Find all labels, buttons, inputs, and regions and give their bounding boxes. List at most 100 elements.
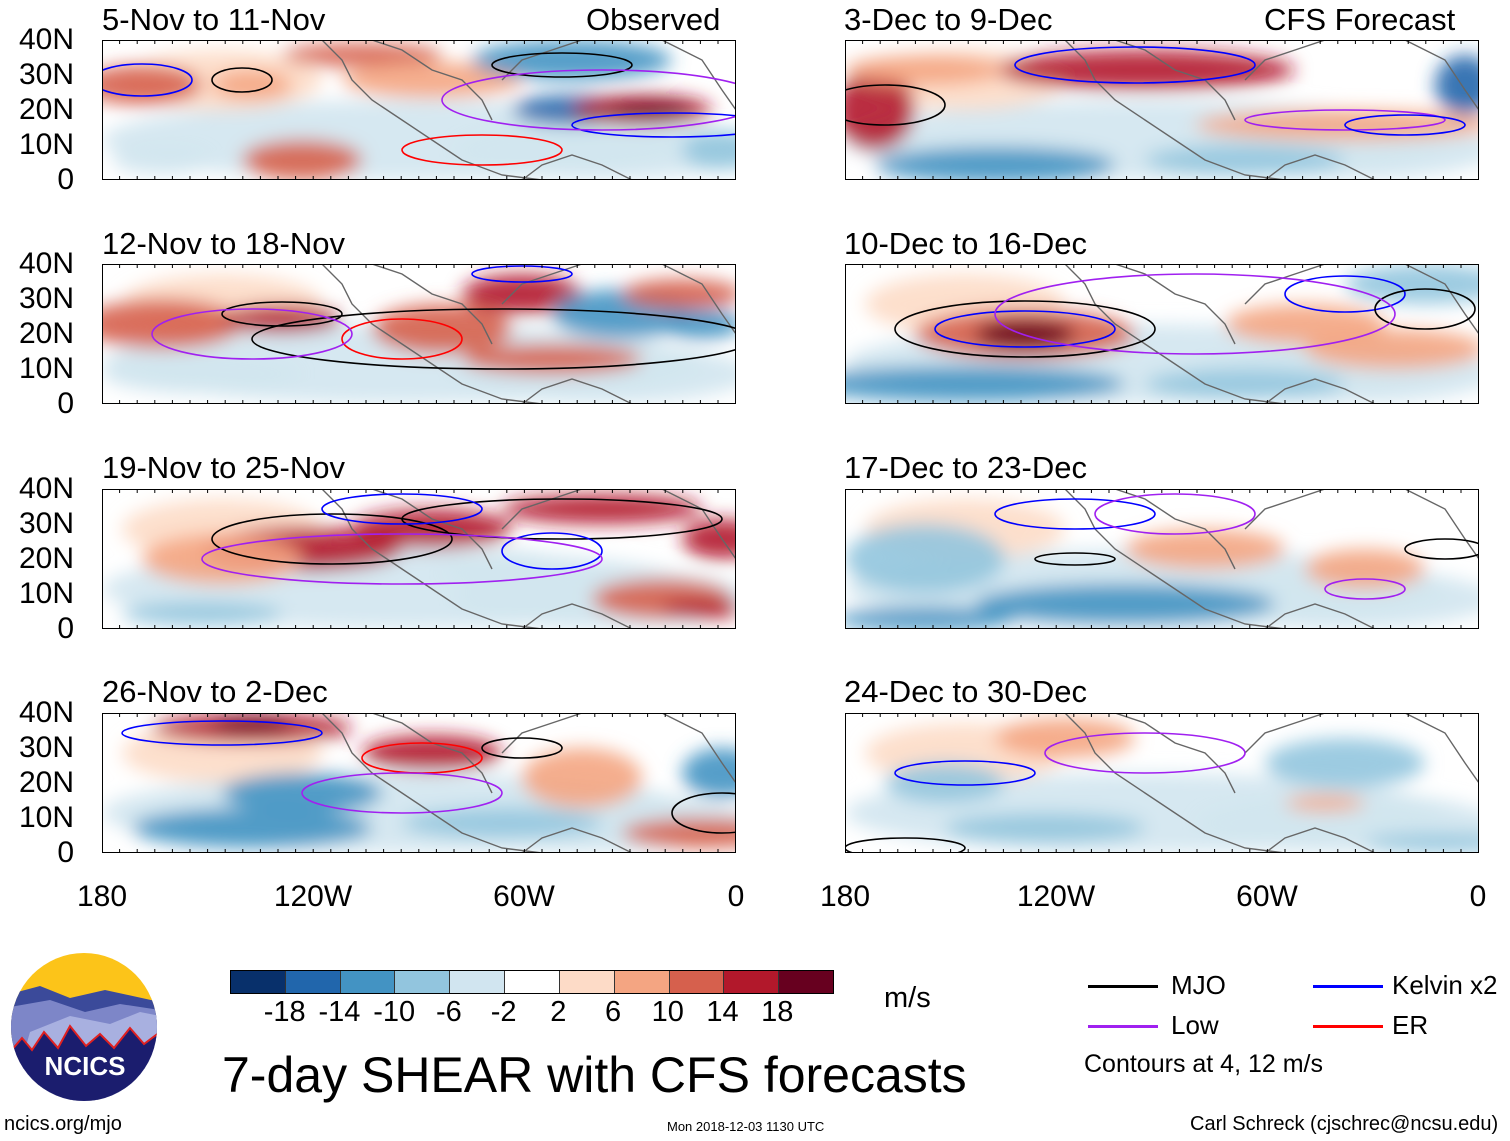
svg-text:NCICS: NCICS [45, 1051, 126, 1081]
contour-line [471, 265, 573, 283]
colorbar-label: -6 [436, 996, 462, 1028]
x-tick-label: 60W [493, 880, 555, 913]
contour-line [151, 308, 353, 360]
shear-anomaly-region [112, 145, 212, 175]
contour-line [201, 533, 603, 585]
contour-line [671, 792, 736, 834]
y-tick-label: 30N [18, 58, 74, 91]
shear-anomaly-region [682, 519, 736, 559]
y-tick-label: 20N [18, 317, 74, 350]
x-tick-label: 120W [1016, 880, 1096, 913]
panel-title: 3-Dec to 9-Dec [844, 2, 1053, 37]
coastline [321, 713, 736, 853]
map-panel-8 [845, 713, 1479, 853]
panel-title: 24-Dec to 30-Dec [844, 674, 1087, 709]
panel-title: 10-Dec to 16-Dec [844, 226, 1087, 261]
panel-title: 12-Nov to 18-Nov [102, 226, 345, 261]
contour-line [401, 498, 723, 540]
coastline [1064, 713, 1479, 853]
shear-anomaly-region [1195, 569, 1479, 629]
shear-anomaly-region [142, 534, 302, 584]
x-tick-label: 180 [819, 880, 871, 913]
legend-label-er: ER [1392, 1010, 1429, 1040]
colorbar-swatch [231, 971, 286, 993]
coastline [321, 264, 736, 404]
shear-anomaly-region [682, 130, 736, 170]
y-tick-label: 0 [57, 163, 74, 196]
contour-line [894, 760, 1036, 786]
footer-timestamp: Mon 2018-12-03 1130 UTC [667, 1119, 825, 1134]
colorbar-swatch [450, 971, 506, 993]
shear-anomaly-region [402, 808, 602, 838]
shear-anomaly-region [452, 120, 736, 180]
map-panel-4 [102, 713, 736, 853]
panel-title: 26-Nov to 2-Dec [102, 674, 328, 709]
map-panel-2 [102, 264, 736, 404]
shear-anomaly-region [502, 494, 702, 524]
contour-line [894, 300, 1156, 358]
y-tick-label: 40N [18, 247, 74, 280]
shear-anomaly-region [212, 717, 292, 733]
legend-label-low: Low [1171, 1010, 1219, 1040]
shear-anomaly-region [1285, 795, 1365, 811]
shear-anomaly-region [1145, 145, 1345, 175]
shear-anomaly-region [522, 748, 642, 808]
shear-anomaly-region [845, 70, 915, 150]
shear-anomaly-region [845, 366, 1125, 402]
shear-anomaly-region [132, 808, 372, 848]
contour-line [251, 308, 736, 370]
coastline [1064, 489, 1479, 629]
y-tick-label: 10N [18, 128, 74, 161]
legend-swatch-low [1088, 1025, 1158, 1028]
y-tick-label: 40N [18, 472, 74, 505]
contour-line [1374, 288, 1476, 330]
shear-anomaly-region [1435, 55, 1479, 115]
contour-line [102, 63, 193, 97]
contour-line [301, 772, 503, 814]
contour-line [321, 493, 483, 525]
colorbar-swatch [724, 971, 780, 993]
y-tick-label: 10N [18, 801, 74, 834]
shear-anomaly-region [472, 40, 672, 80]
coastline [1064, 264, 1479, 404]
y-tick-label: 30N [18, 282, 74, 315]
shear-anomaly-region [372, 304, 512, 354]
shear-anomaly-region [1195, 110, 1479, 140]
legend-swatch-kelvin [1313, 985, 1383, 988]
footer-author: Carl Schreck (cjschrec@ncsu.edu) [1190, 1113, 1499, 1135]
panel-title: 17-Dec to 23-Dec [844, 450, 1087, 485]
colorbar-label: -10 [373, 996, 416, 1028]
colorbar-label: 6 [605, 996, 622, 1028]
x-tick-label: 60W [1236, 880, 1298, 913]
map-panel-1 [102, 40, 736, 180]
contour-line [211, 67, 273, 93]
footer-url[interactable]: ncics.org/mjo [4, 1113, 122, 1135]
contour-line [1344, 114, 1466, 136]
y-tick-label: 20N [18, 766, 74, 799]
coastline [321, 489, 736, 629]
shear-anomaly-region [242, 140, 362, 180]
shear-anomaly-region [282, 43, 442, 67]
colorbar-swatch [614, 971, 670, 993]
coastline [1064, 40, 1479, 180]
shear-anomaly-region [622, 279, 736, 309]
shear-anomaly-region [612, 102, 692, 118]
contour-line [994, 273, 1396, 355]
map-panel-3 [102, 489, 736, 629]
figure-title: 7-day SHEAR with CFS forecasts [222, 1047, 967, 1103]
colorbar-label: 14 [706, 996, 739, 1028]
colorbar-swatch [285, 971, 341, 993]
shear-anomaly-region [342, 62, 522, 98]
map-panel-5 [845, 40, 1479, 180]
contour-line [845, 84, 946, 126]
shear-anomaly-region [102, 354, 302, 394]
y-tick-label: 10N [18, 577, 74, 610]
shear-anomaly-region [462, 274, 582, 314]
shear-anomaly-region [362, 735, 502, 771]
shear-anomaly-region [662, 309, 736, 339]
x-tick-label: 180 [76, 880, 128, 913]
colorbar-swatch [779, 971, 833, 993]
contour-line [934, 310, 1116, 348]
contour-line [845, 837, 966, 853]
